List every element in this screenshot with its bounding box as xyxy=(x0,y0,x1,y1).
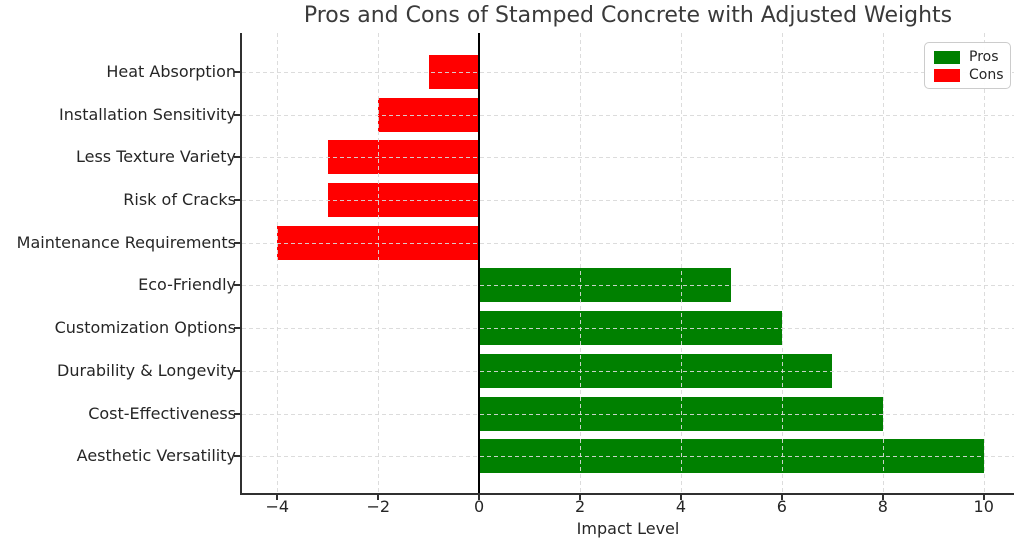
y-tick-label-eco-friendly: Eco-Friendly xyxy=(138,275,236,295)
y-tick-mark xyxy=(234,71,240,73)
legend-label-pros: Pros xyxy=(969,49,999,65)
x-tick-label: 2 xyxy=(574,497,586,516)
gridline-v xyxy=(882,33,884,493)
plot-area xyxy=(242,33,1014,493)
gridline-h xyxy=(242,114,1014,116)
y-tick-label-customization-options: Customization Options xyxy=(54,318,236,338)
x-tick-mark xyxy=(478,495,481,500)
gridline-v xyxy=(680,33,682,493)
y-tick-mark xyxy=(234,113,240,116)
legend-label-cons: Cons xyxy=(969,67,1004,83)
cons-color-swatch xyxy=(934,68,960,82)
y-tick-label-less-texture-variety: Less Texture Variety xyxy=(75,147,236,167)
x-tick-mark xyxy=(276,495,279,500)
gridline-v xyxy=(277,33,279,493)
gridline-v xyxy=(781,33,783,493)
gridline-v xyxy=(983,33,985,493)
y-tick-mark xyxy=(234,455,240,458)
gridline-h xyxy=(242,285,1014,287)
gridline-v xyxy=(378,33,380,493)
x-tick-label: −4 xyxy=(265,497,290,516)
y-tick-mark xyxy=(234,327,240,330)
gridline-h xyxy=(242,200,1014,202)
x-tick-label: 6 xyxy=(776,497,787,516)
y-tick-label-heat-absorption: Heat Absorption xyxy=(106,62,236,81)
gridline-h xyxy=(242,157,1014,159)
gridline-v xyxy=(580,33,582,493)
legend: Pros Cons xyxy=(924,42,1011,89)
legend-item-cons: Cons xyxy=(934,67,1004,83)
y-tick-label-risk-of-cracks: Risk of Cracks xyxy=(123,190,236,210)
y-tick-label-maintenance-requirements: Maintenance Requirements xyxy=(16,232,236,252)
y-tick-label-installation-sensitivity: Installation Sensitivity xyxy=(59,104,236,124)
gridline-h xyxy=(242,413,1014,415)
x-tick-label: 10 xyxy=(973,497,994,516)
gridline-h xyxy=(242,456,1014,458)
x-tick-mark xyxy=(982,495,985,500)
zero-line xyxy=(478,33,481,493)
gridline-h xyxy=(242,72,1014,73)
gridline-h xyxy=(242,242,1014,244)
x-axis-title: Impact Level xyxy=(576,519,680,538)
x-axis-spine xyxy=(240,493,1014,495)
gridline-h xyxy=(242,370,1014,372)
gridline-h xyxy=(242,328,1014,330)
y-tick-mark xyxy=(234,199,240,202)
x-tick-mark xyxy=(679,495,682,500)
x-tick-mark xyxy=(579,495,582,500)
x-tick-label: 8 xyxy=(877,497,888,516)
x-tick-label: 0 xyxy=(474,497,485,516)
legend-item-pros: Pros xyxy=(934,50,1001,64)
y-tick-mark xyxy=(234,412,240,415)
x-tick-mark xyxy=(881,495,884,500)
x-tick-label: 4 xyxy=(675,497,687,516)
y-tick-label-aesthetic-versatility: Aesthetic Versatility xyxy=(76,446,236,466)
y-tick-label-cost-effectiveness: Cost-Effectiveness xyxy=(88,403,236,423)
x-tick-mark xyxy=(780,495,783,500)
y-axis-spine xyxy=(240,33,242,495)
y-tick-mark xyxy=(234,156,240,159)
y-tick-label-durability-longevity: Durability & Longevity xyxy=(57,360,236,380)
y-tick-mark xyxy=(234,369,240,372)
chart-title: Pros and Cons of Stamped Concrete with A… xyxy=(303,3,953,28)
pros-color-swatch xyxy=(934,50,960,64)
y-tick-mark xyxy=(234,284,240,287)
y-tick-mark xyxy=(234,241,240,244)
x-tick-mark xyxy=(377,495,380,500)
x-tick-label: −2 xyxy=(366,497,391,516)
